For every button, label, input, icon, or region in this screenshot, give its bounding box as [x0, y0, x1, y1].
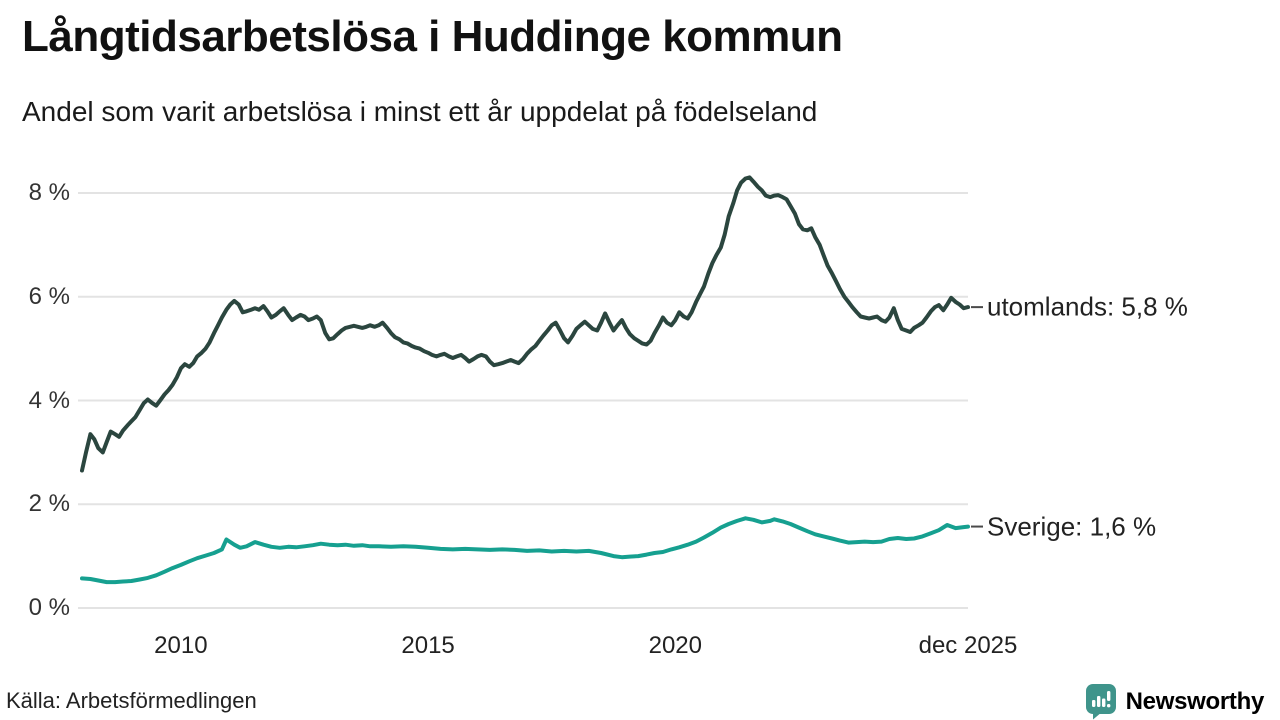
- page-title: Långtidsarbetslösa i Huddinge kommun: [22, 12, 843, 61]
- y-tick-label: 6 %: [28, 282, 70, 310]
- source-note: Källa: Arbetsförmedlingen: [6, 688, 257, 713]
- y-tick-label: 8 %: [28, 179, 70, 206]
- newsworthy-logo: Newsworthy: [1085, 683, 1264, 720]
- brand-name: Newsworthy: [1125, 687, 1265, 715]
- series-end-label-utomlands: utomlands: 5,8 %: [987, 291, 1188, 322]
- chart-subtitle: Andel som varit arbetslösa i minst ett å…: [22, 96, 818, 127]
- series-end-label-Sverige: Sverige: 1,6 %: [987, 511, 1157, 542]
- y-tick-label: 0 %: [28, 594, 70, 621]
- y-tick-label: 2 %: [28, 490, 70, 518]
- x-tick-label: 2020: [648, 632, 702, 659]
- series-line-utomlands: [80, 175, 970, 473]
- y-tick-label: 4 %: [28, 386, 70, 414]
- series-line-Sverige: [80, 516, 970, 585]
- x-tick-label: dec 2025: [918, 632, 1018, 659]
- x-tick-label: 2010: [154, 632, 208, 659]
- x-tick-label: 2015: [401, 632, 455, 659]
- newsworthy-chart-bubble-icon: [1085, 684, 1116, 720]
